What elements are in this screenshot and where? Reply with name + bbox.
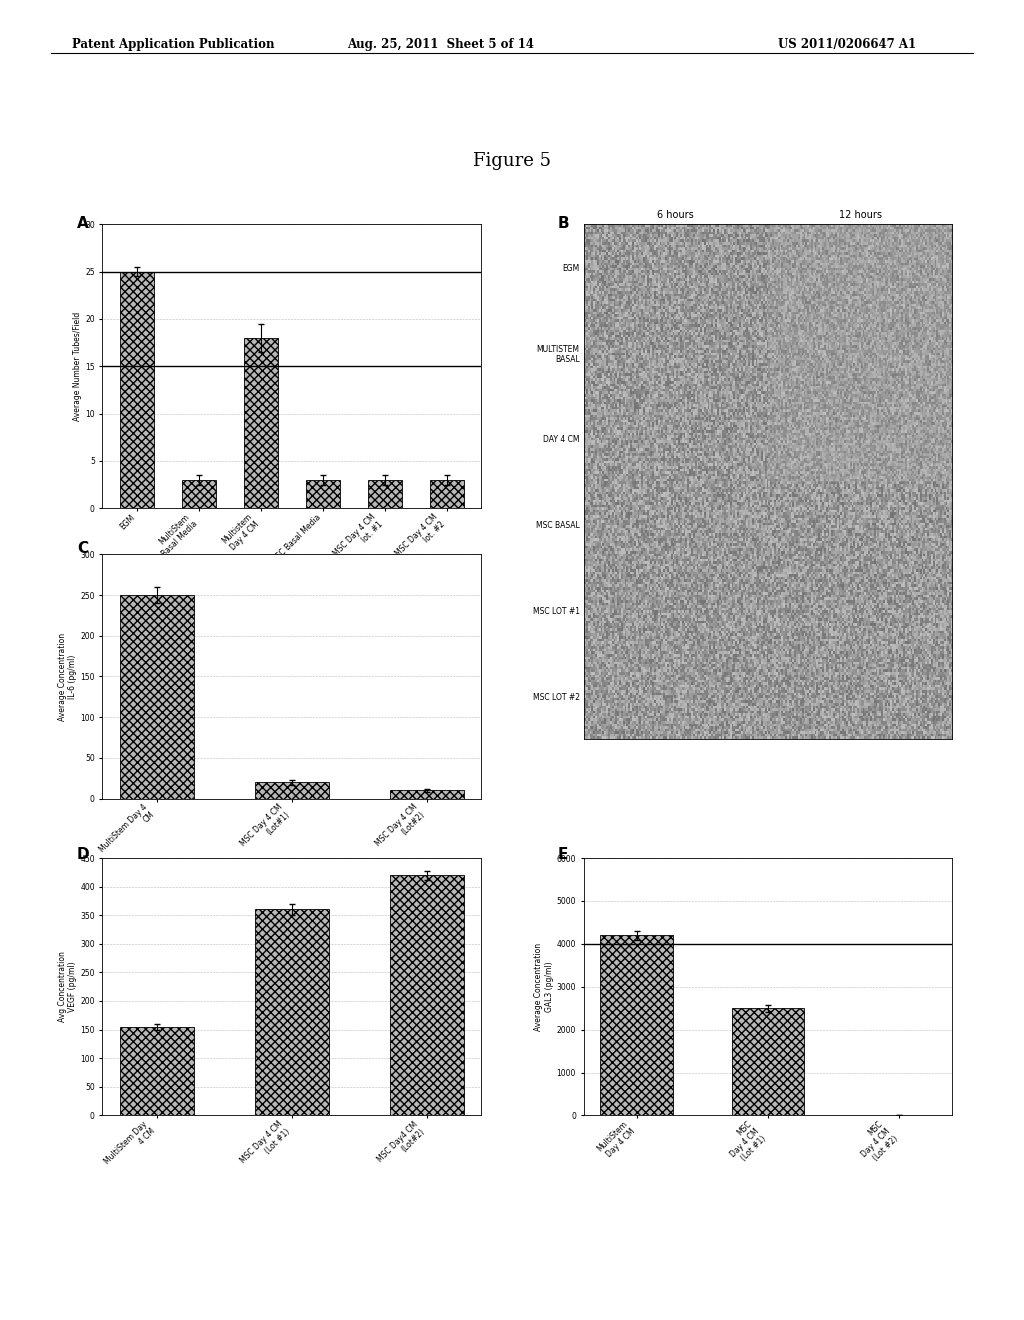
Bar [244,338,278,508]
Bar [600,935,673,1115]
Bar [732,1008,804,1115]
Y-axis label: Average Number Tubes/Field: Average Number Tubes/Field [74,312,82,421]
Bar [390,875,464,1115]
Bar [255,909,329,1115]
Text: Patent Application Publication: Patent Application Publication [72,38,274,51]
Text: Figure 5: Figure 5 [473,152,551,170]
Bar [120,1027,194,1115]
Bar [306,480,340,508]
Text: C: C [77,541,88,556]
Bar [430,480,464,508]
Text: Aug. 25, 2011  Sheet 5 of 14: Aug. 25, 2011 Sheet 5 of 14 [347,38,534,51]
Bar [368,480,402,508]
Bar [390,791,464,799]
Bar [120,595,194,799]
Bar [255,783,329,799]
Text: E: E [558,847,568,862]
Bar [181,480,216,508]
Y-axis label: Average Concentration
GAL3 (pg/ml): Average Concentration GAL3 (pg/ml) [535,942,554,1031]
Text: US 2011/0206647 A1: US 2011/0206647 A1 [778,38,916,51]
Y-axis label: Avg Concentration
VEGF (pg/ml): Avg Concentration VEGF (pg/ml) [58,952,78,1022]
Text: A: A [77,216,88,231]
Y-axis label: Average Concentration
IL-6 (pg/ml): Average Concentration IL-6 (pg/ml) [58,632,78,721]
Bar [120,272,154,508]
Text: D: D [77,847,89,862]
Text: B: B [558,216,569,231]
